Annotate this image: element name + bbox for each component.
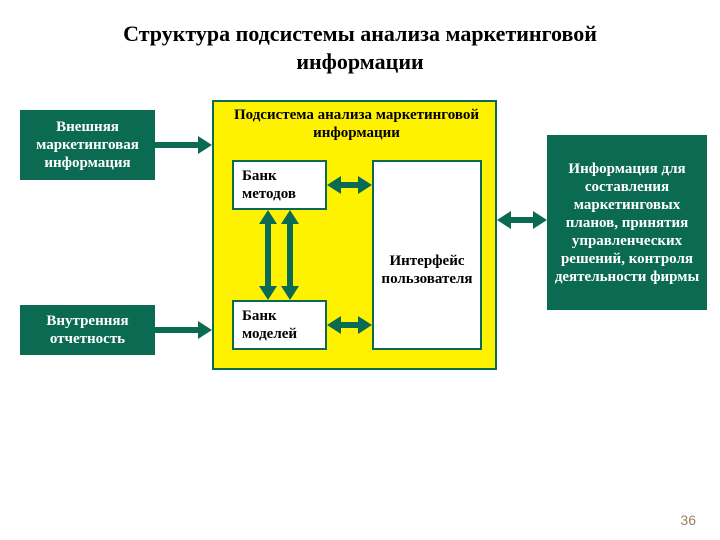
page-title: Структура подсистемы анализа маркетингов… (0, 0, 720, 85)
page-number: 36 (680, 512, 696, 528)
box-internal-reporting: Внутренняя отчетность (20, 305, 155, 355)
diagram-canvas: Внешняя маркетинговая информация Внутрен… (0, 85, 720, 525)
subsystem-label: Подсистема анализа маркетинговой информа… (224, 106, 489, 142)
box-bank-models: Банк моделей (232, 300, 327, 350)
box-user-interface: Интерфейс пользователя (372, 160, 482, 350)
box-external-info: Внешняя маркетинговая информация (20, 110, 155, 180)
box-output-info: Информация для составления маркетинговых… (547, 135, 707, 310)
interface-label: Интерфейс пользователя (378, 252, 476, 288)
box-bank-methods: Банк методов (232, 160, 327, 210)
